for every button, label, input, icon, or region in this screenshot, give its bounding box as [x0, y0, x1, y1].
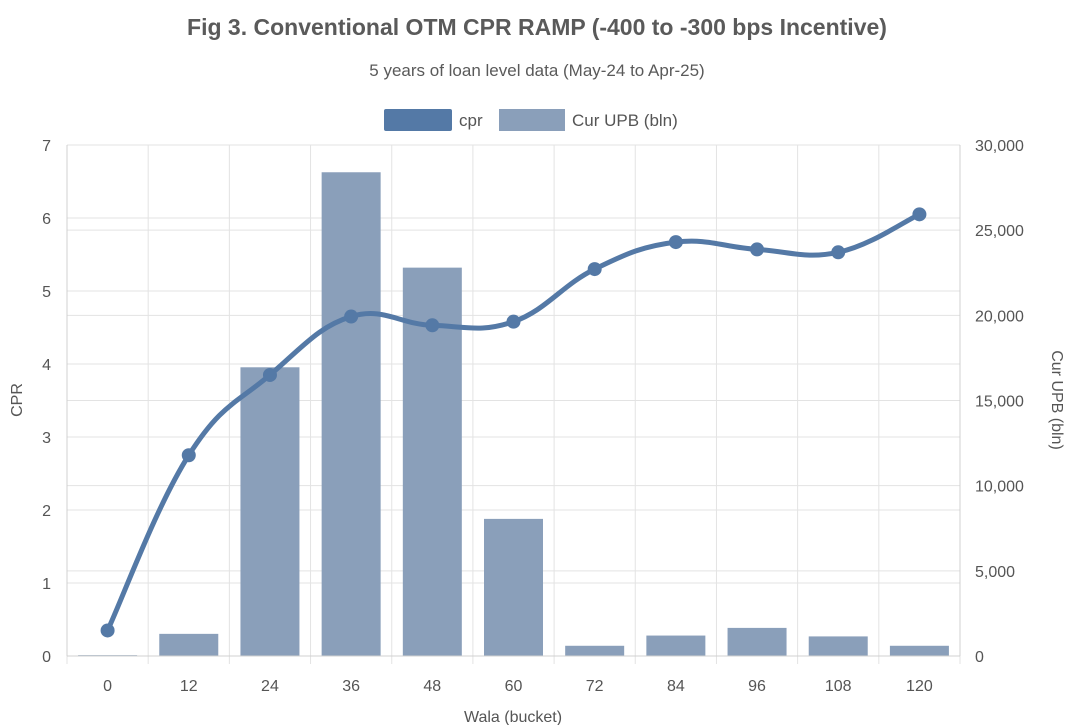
- bar-upb[interactable]: [240, 367, 300, 656]
- bar-upb[interactable]: [321, 172, 381, 656]
- cpr-point[interactable]: [506, 314, 521, 329]
- y-axis-title-left: CPR: [9, 383, 26, 417]
- chart-subtitle: 5 years of loan level data (May-24 to Ap…: [369, 61, 704, 80]
- cpr-point[interactable]: [750, 242, 765, 257]
- x-tick-label: 84: [667, 678, 685, 695]
- y-tick-label-left: 7: [42, 138, 51, 155]
- cpr-point[interactable]: [912, 207, 927, 222]
- y-tick-label-right: 10,000: [975, 479, 1024, 496]
- legend-label-upb[interactable]: Cur UPB (bln): [572, 111, 678, 130]
- cpr-point[interactable]: [425, 318, 440, 333]
- x-tick-label: 96: [748, 678, 766, 695]
- y-tick-label-left: 0: [42, 649, 51, 666]
- x-tick-label: 0: [103, 678, 112, 695]
- x-tick-label: 60: [505, 678, 523, 695]
- cpr-point[interactable]: [262, 367, 277, 382]
- x-tick-label: 120: [906, 678, 933, 695]
- legend-label-cpr[interactable]: cpr: [459, 111, 483, 130]
- chart-legend[interactable]: cpr Cur UPB (bln): [384, 109, 678, 131]
- bars-series-upb: [78, 172, 949, 657]
- bar-upb[interactable]: [808, 636, 868, 656]
- y-tick-label-left: 1: [42, 576, 51, 593]
- axes: 0123456705,00010,00015,00020,00025,00030…: [42, 138, 1024, 695]
- y-tick-label-right: 5,000: [975, 564, 1015, 581]
- y-tick-label-left: 3: [42, 430, 51, 447]
- x-tick-label: 108: [825, 678, 852, 695]
- cpr-point[interactable]: [344, 309, 359, 324]
- y-tick-label-left: 6: [42, 211, 51, 228]
- line-series-cpr: [100, 207, 927, 638]
- cpr-line: [105, 211, 922, 633]
- x-tick-label: 72: [586, 678, 604, 695]
- y-tick-label-left: 5: [42, 284, 51, 301]
- bar-upb[interactable]: [565, 645, 625, 656]
- y-tick-label-right: 15,000: [975, 394, 1024, 411]
- y-tick-label-right: 30,000: [975, 138, 1024, 155]
- y-tick-label-left: 2: [42, 503, 51, 520]
- chart-title: Fig 3. Conventional OTM CPR RAMP (-400 t…: [187, 14, 887, 40]
- x-tick-label: 48: [423, 678, 441, 695]
- cpr-point[interactable]: [181, 448, 196, 463]
- y-tick-label-right: 25,000: [975, 223, 1024, 240]
- cpr-point[interactable]: [587, 262, 602, 277]
- bar-upb[interactable]: [727, 627, 787, 656]
- cpr-point[interactable]: [668, 235, 683, 250]
- y-axis-title-right: Cur UPB (bln): [1048, 350, 1065, 450]
- cpr-point[interactable]: [100, 623, 115, 638]
- legend-swatch-upb: [499, 109, 565, 131]
- bar-upb[interactable]: [402, 267, 462, 656]
- y-tick-label-right: 0: [975, 649, 984, 666]
- legend-swatch-cpr: [384, 109, 452, 131]
- bar-upb[interactable]: [159, 633, 219, 656]
- x-tick-label: 12: [180, 678, 198, 695]
- bar-upb[interactable]: [484, 518, 543, 656]
- bar-upb[interactable]: [646, 635, 706, 656]
- bar-upb[interactable]: [889, 645, 949, 656]
- x-axis-title: Wala (bucket): [464, 709, 562, 725]
- x-tick-label: 24: [261, 678, 279, 695]
- y-tick-label-right: 20,000: [975, 308, 1024, 325]
- cpr-point[interactable]: [831, 245, 846, 260]
- y-tick-label-left: 4: [42, 357, 51, 374]
- x-tick-label: 36: [342, 678, 360, 695]
